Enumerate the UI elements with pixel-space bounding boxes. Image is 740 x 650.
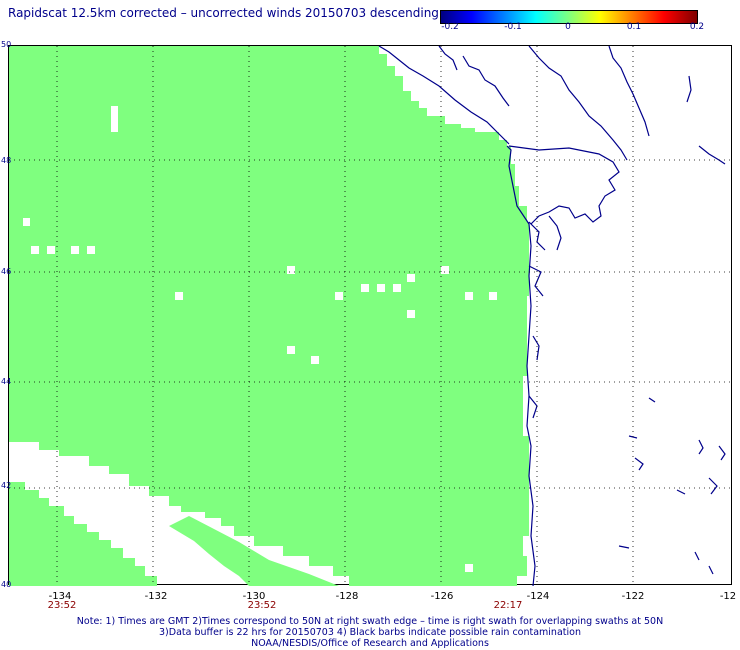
colorbar-tick: -0.1: [504, 22, 522, 32]
lon-label: -12: [719, 591, 737, 602]
swath-time-label: 23:52: [247, 600, 277, 611]
wind-swath: [9, 46, 529, 586]
lat-label: 50: [1, 40, 12, 49]
note-line: Note: 1) Times are GMT 2)Times correspon…: [76, 616, 664, 627]
coastline: [378, 45, 726, 587]
lon-label: -134: [48, 591, 72, 602]
missing-data-cells: [23, 106, 497, 572]
note-line: NOAA/NESDIS/Office of Research and Appli…: [251, 638, 489, 649]
swath-time-label: 22:17: [493, 600, 523, 611]
lat-label: 42: [1, 481, 12, 490]
colorbar-tick: 0: [565, 22, 571, 32]
wind-swath-south: [9, 482, 157, 586]
lon-label: -122: [621, 591, 645, 602]
map-panel: [8, 45, 733, 587]
colorbar-tick: -0.2: [441, 22, 459, 32]
lat-label: 40: [1, 580, 12, 589]
swath-time-label: 23:52: [47, 600, 77, 611]
colorbar-tick: 0.1: [626, 22, 642, 32]
colorbar: [440, 10, 698, 24]
lon-label: -132: [144, 591, 168, 602]
lon-label: -128: [335, 591, 359, 602]
lon-label: -126: [430, 591, 454, 602]
lon-label: -130: [242, 591, 266, 602]
lat-label: 46: [1, 267, 12, 276]
lat-label: 48: [1, 156, 12, 165]
wind-swath-middle: [169, 516, 339, 586]
map-canvas: [9, 45, 733, 587]
note-line: 3)Data buffer is 22 hrs for 20150703 4) …: [159, 627, 581, 638]
chart-title: Rapidscat 12.5km corrected – uncorrected…: [8, 6, 439, 20]
lon-label: -124: [526, 591, 550, 602]
lat-label: 44: [1, 377, 12, 386]
graticule: [9, 46, 733, 586]
colorbar-tick: 0.2: [689, 22, 705, 32]
